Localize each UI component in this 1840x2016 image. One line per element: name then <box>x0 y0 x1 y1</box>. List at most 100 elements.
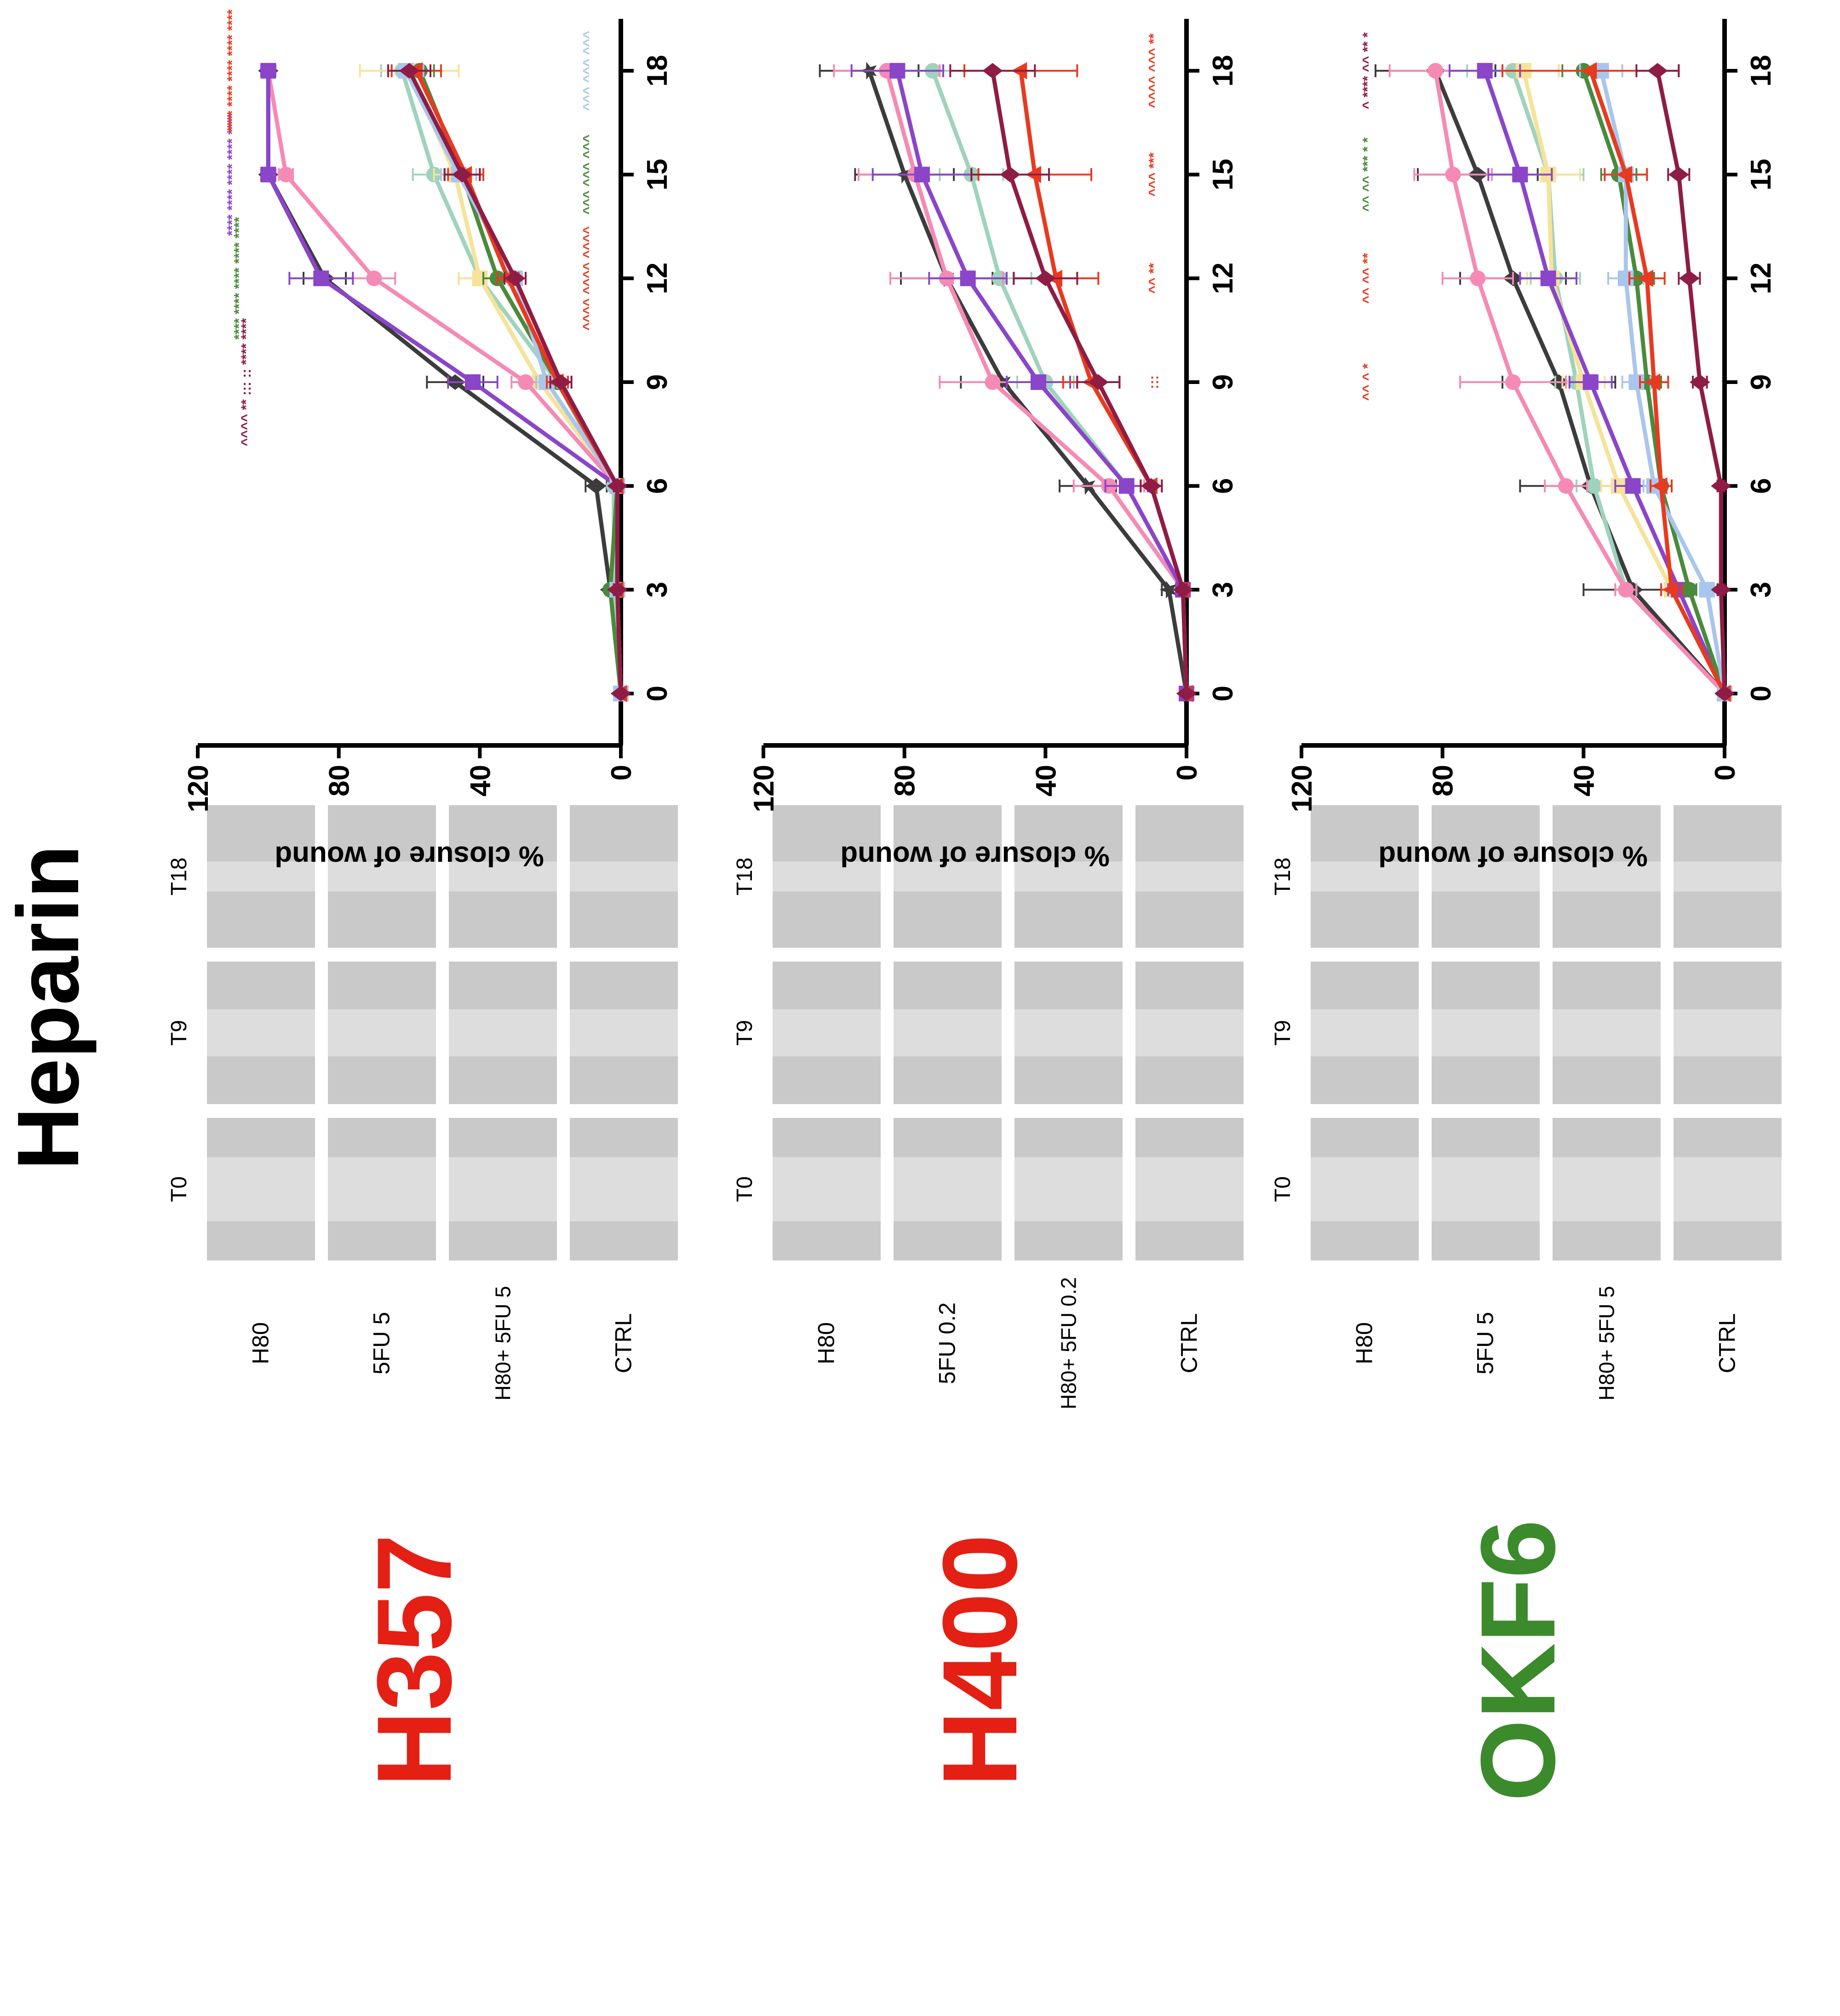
wound-gap <box>328 1009 436 1057</box>
photo-column-label: T18 <box>1271 858 1295 896</box>
significance-annotation: **** **** **** **** **** <box>224 113 240 236</box>
significance-annotation: ^^ ^^ ** <box>1360 253 1375 304</box>
data-point <box>960 270 976 286</box>
panel-h400: H400 T0 T9 T18 H80 5FU 0.2 H80+ 5FU 0.2 CTRL % c… <box>733 19 1244 1787</box>
data-point <box>607 478 628 494</box>
panel-okf6: OKF6 T0 T9 T18 H80 5FU 5 H80+ 5FU 5 CTRL % closu… <box>1271 19 1782 1802</box>
data-point <box>1118 478 1135 494</box>
x-tick-label: 9 <box>1745 374 1777 390</box>
series-control-media <box>258 63 631 702</box>
wound-gap <box>894 861 1002 892</box>
data-point <box>278 166 294 183</box>
data-point <box>1647 63 1668 79</box>
wound-gap <box>570 1009 678 1057</box>
x-tick-label: 18 <box>642 55 673 86</box>
y-tick-label: 40 <box>1568 765 1600 796</box>
wound-gap <box>1553 1009 1661 1057</box>
data-point <box>1714 686 1735 702</box>
line-chart: % closure of wound 0 40 80 120 0 3 6 9 12 15 18 ^^^^… <box>183 9 673 872</box>
wound-gap <box>449 861 557 892</box>
significance-annotation: ^^^ *** <box>1146 152 1162 196</box>
data-point <box>1679 270 1700 286</box>
data-point <box>982 63 1003 79</box>
data-point <box>452 166 473 183</box>
photo-row-label: H80 <box>248 1322 274 1364</box>
data-point <box>610 686 631 702</box>
wound-gap <box>773 1009 881 1057</box>
wound-gap <box>1311 1157 1419 1221</box>
data-point <box>1000 166 1020 183</box>
y-tick-label: 120 <box>183 765 214 812</box>
wound-gap <box>328 861 436 892</box>
cell-line-label: H357 <box>355 1534 473 1787</box>
data-point <box>1699 582 1715 598</box>
wound-gap <box>1135 1009 1244 1057</box>
x-tick-label: 3 <box>1745 582 1777 597</box>
x-tick-label: 15 <box>1207 159 1239 190</box>
wound-gap <box>1311 1009 1419 1057</box>
data-point <box>399 63 420 79</box>
wound-gap <box>328 1157 436 1221</box>
x-tick-label: 6 <box>1745 478 1777 493</box>
data-point <box>1512 166 1528 183</box>
data-point <box>1681 582 1697 598</box>
y-axis-label: % closure of wound <box>1378 840 1648 872</box>
x-tick-label: 3 <box>642 582 673 597</box>
figure-stage: Heparin H357 T0 T9 T18 H80 5FU 5 H80+ 5FU 5 CTR… <box>0 9 1782 1802</box>
data-point <box>1625 478 1641 494</box>
photo-row-label: CTRL <box>611 1313 636 1374</box>
significance-annotation: ^^^^ ^^^^ ^^^^ <box>581 226 596 331</box>
significance-annotation: ::: <box>1146 375 1162 389</box>
wound-gap <box>449 1157 557 1221</box>
wound-gap <box>1553 1157 1661 1221</box>
y-tick-label: 0 <box>1709 765 1741 780</box>
photo-column-label: T9 <box>167 1020 191 1046</box>
wound-gap <box>570 861 678 892</box>
wound-gap <box>1674 1009 1782 1057</box>
significance-annotation: ^^^ ^^^ ^^^ <box>581 31 596 111</box>
data-point <box>366 270 382 286</box>
significance-annotation: ^ **** ^^ ** * <box>1360 32 1375 109</box>
wound-gap <box>1135 861 1244 892</box>
y-axis-label: % closure of wound <box>840 840 1110 872</box>
data-point <box>313 270 329 286</box>
data-point <box>1668 166 1689 183</box>
data-point <box>914 166 930 183</box>
series-h80-5fu-5 <box>949 63 1197 702</box>
x-tick-label: 6 <box>642 478 673 493</box>
cell-line-label: H400 <box>921 1534 1039 1787</box>
y-tick-label: 120 <box>748 765 780 812</box>
series-5fu-0-2 <box>1388 63 1732 702</box>
data-point <box>1662 581 1678 599</box>
y-tick-label: 0 <box>1171 765 1203 780</box>
line-chart: % closure of wound 0 40 80 120 0 3 6 9 12 15 18 ^^ ^… <box>1286 19 1777 872</box>
wound-gap <box>894 1157 1002 1221</box>
wound-gap <box>207 1009 315 1057</box>
y-tick-label: 40 <box>464 765 496 796</box>
wound-gap <box>1311 861 1419 892</box>
wound-gap <box>1674 1157 1782 1221</box>
data-point <box>1645 373 1661 391</box>
x-tick-label: 12 <box>1207 263 1239 294</box>
x-tick-label: 9 <box>642 374 673 390</box>
y-tick-label: 80 <box>889 765 921 796</box>
wound-gap <box>773 1157 881 1221</box>
wound-gap <box>1432 861 1540 892</box>
data-point <box>1141 478 1162 494</box>
photo-row-label: H80 <box>814 1322 839 1364</box>
photo-row-label: CTRL <box>1714 1313 1740 1374</box>
photo-column-label: T18 <box>167 858 191 896</box>
wound-gap <box>1553 861 1661 892</box>
y-tick-label: 80 <box>324 765 355 796</box>
data-point <box>260 166 276 183</box>
data-point <box>1690 374 1710 390</box>
x-tick-label: 3 <box>1207 582 1239 597</box>
wound-gap <box>1135 1157 1244 1221</box>
data-point <box>1582 374 1599 390</box>
photo-row-label: 5FU 5 <box>1473 1312 1498 1375</box>
photo-row-label: H80+ 5FU 0.2 <box>1057 1277 1081 1409</box>
data-point <box>586 478 607 494</box>
data-point <box>1586 478 1602 494</box>
x-tick-label: 9 <box>1207 374 1239 390</box>
